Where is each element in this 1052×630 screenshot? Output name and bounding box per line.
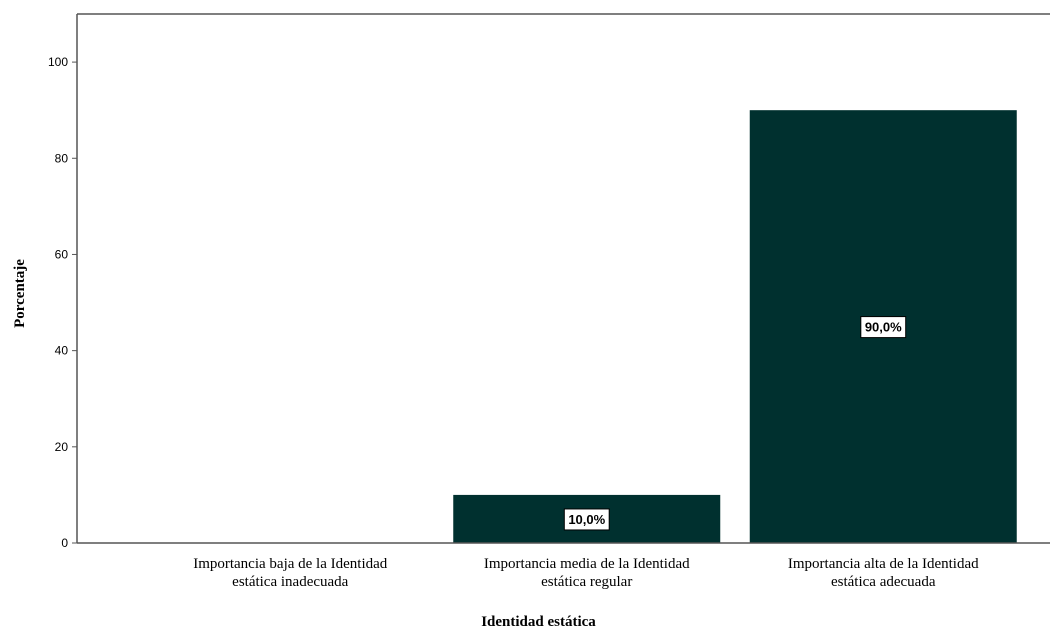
- x-category-label: Importancia alta de la Identidad: [788, 556, 979, 572]
- data-label: 90,0%: [860, 316, 907, 339]
- data-label-box: [563, 508, 610, 531]
- data-label-text: 90,0%: [865, 320, 902, 335]
- data-label: 10,0%: [563, 508, 610, 531]
- x-category-label: Importancia baja de la Identidad: [193, 556, 388, 572]
- x-category-label: estática regular: [541, 574, 632, 590]
- y-tick-label: 60: [55, 247, 69, 261]
- bars: [453, 110, 1017, 543]
- y-tick-label: 80: [55, 151, 69, 165]
- y-tick-label: 0: [61, 536, 68, 550]
- x-axis-title: Identidad estática: [481, 614, 596, 630]
- y-tick-label: 40: [55, 344, 69, 358]
- data-label-box: [860, 316, 907, 339]
- y-axis-title: Porcentaje: [12, 259, 28, 328]
- y-axis-ticks: 0 20 40 60 80 100: [48, 55, 77, 550]
- x-category-label: estática inadecuada: [232, 574, 349, 590]
- x-axis-category-labels: Importancia baja de la Identidad estática…: [193, 556, 979, 590]
- data-label-text: 10,0%: [568, 512, 605, 527]
- data-labels: 10,0% 90,0%: [563, 316, 907, 531]
- y-tick-label: 20: [55, 440, 69, 454]
- x-category-label: Importancia media de la Identidad: [484, 556, 690, 572]
- x-category-label: estática adecuada: [831, 574, 936, 590]
- y-tick-label: 100: [48, 55, 68, 69]
